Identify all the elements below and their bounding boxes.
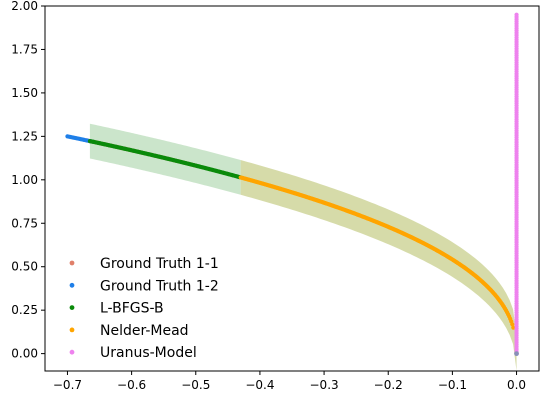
x-tick-label: −0.2 xyxy=(374,378,403,392)
point xyxy=(514,351,519,357)
legend-marker xyxy=(69,305,75,310)
legend-item: Nelder-Mead xyxy=(69,323,189,339)
legend-marker xyxy=(69,327,75,333)
x-tick-label: −0.1 xyxy=(438,378,467,392)
x-tick-label: 0.0 xyxy=(507,378,526,392)
legend-label: Ground Truth 1-1 xyxy=(100,256,219,272)
series-4 xyxy=(238,175,516,330)
y-tick-label: 0.25 xyxy=(11,303,38,317)
y-axis: 0.00 0.25 0.50 0.75 1.00 1.25 1.50 1.75 2.00 xyxy=(11,0,45,361)
x-tick-label: −0.7 xyxy=(53,378,82,392)
legend-label: Nelder-Mead xyxy=(100,323,189,339)
x-axis: −0.7 −0.6 −0.5 −0.4 −0.3 −0.2 −0.1 0.0 xyxy=(53,371,526,392)
y-tick-label: 0.75 xyxy=(11,216,38,230)
plot-frame xyxy=(44,5,540,372)
point xyxy=(510,322,515,327)
y-tick-label: 1.75 xyxy=(11,42,38,56)
series-5 xyxy=(514,12,519,356)
x-tick-label: −0.6 xyxy=(117,378,146,392)
point xyxy=(514,12,519,17)
point xyxy=(511,325,516,330)
y-tick-label: 0.50 xyxy=(11,260,38,274)
legend-label: Ground Truth 1-2 xyxy=(100,278,219,294)
x-tick-label: −0.4 xyxy=(245,378,274,392)
band-2 xyxy=(240,160,517,371)
legend: Ground Truth 1-1 Ground Truth 1-2 L-BFGS-B… xyxy=(69,256,219,361)
x-tick-label: −0.5 xyxy=(181,378,210,392)
y-tick-label: 0.00 xyxy=(11,347,38,361)
series-3 xyxy=(87,139,243,180)
legend-item: Ground Truth 1-1 xyxy=(69,256,219,272)
y-tick-label: 1.00 xyxy=(11,173,38,187)
x-tick-label: −0.3 xyxy=(310,378,339,392)
data-points xyxy=(65,12,519,357)
y-tick-label: 1.25 xyxy=(11,129,38,143)
legend-marker xyxy=(69,282,75,288)
y-tick-label: 1.50 xyxy=(11,86,38,100)
legend-label: Uranus-Model xyxy=(100,345,197,361)
legend-label: L-BFGS-B xyxy=(100,301,164,317)
legend-marker xyxy=(69,349,75,355)
legend-item: Uranus-Model xyxy=(69,345,197,361)
y-tick-label: 2.00 xyxy=(11,0,38,13)
legend-item: Ground Truth 1-2 xyxy=(69,278,219,294)
legend-marker xyxy=(69,260,75,266)
legend-item: L-BFGS-B xyxy=(69,301,164,317)
